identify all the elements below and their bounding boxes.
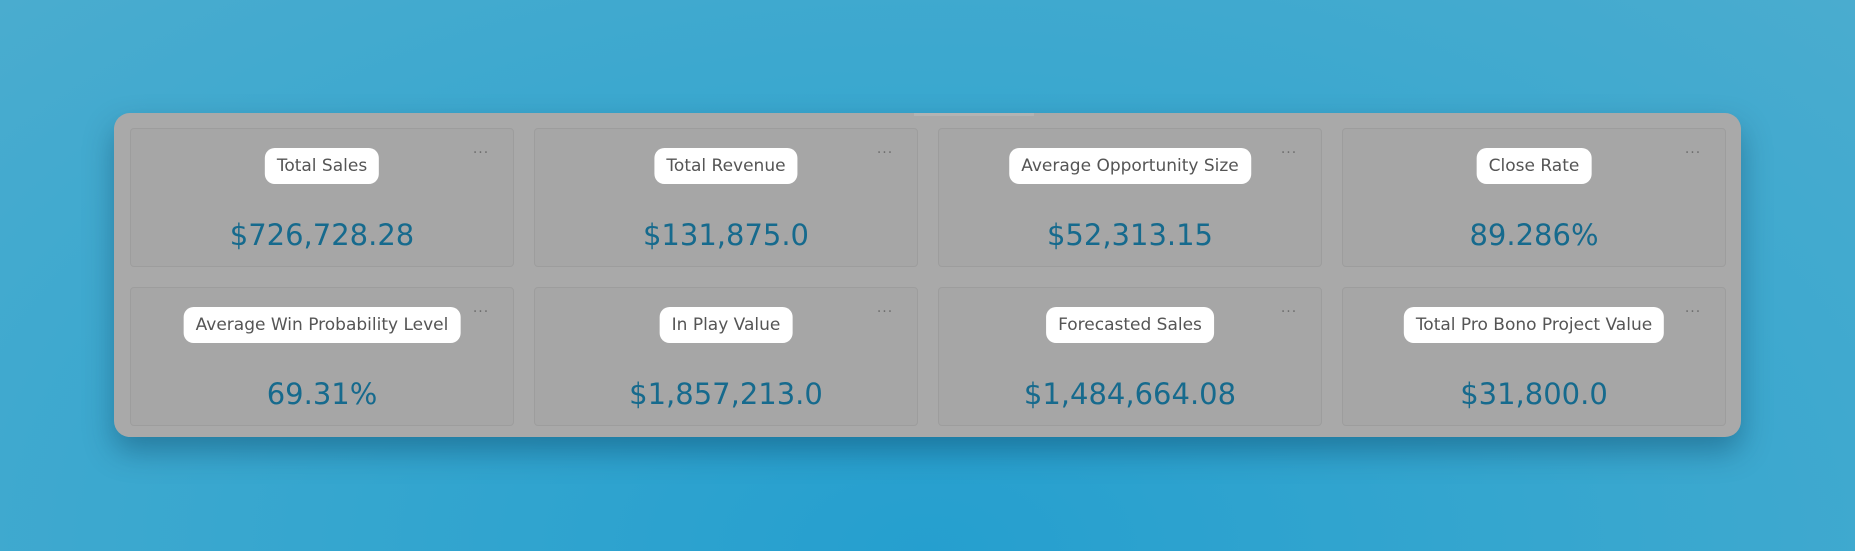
card-value: $726,728.28 — [229, 218, 415, 252]
card-title: Average Win Probability Level — [183, 307, 461, 343]
kpi-card-grid: Total Sales ··· $726,728.28 Total Revenu… — [130, 128, 1726, 426]
card-value: $1,484,664.08 — [1023, 377, 1237, 411]
kpi-card-average-win-probability[interactable]: Average Win Probability Level ··· 69.31% — [130, 287, 514, 426]
kpi-dashboard-panel: Total Sales ··· $726,728.28 Total Revenu… — [114, 113, 1741, 437]
panel-drag-handle[interactable] — [914, 113, 1034, 116]
kpi-card-total-pro-bono-project-value[interactable]: Total Pro Bono Project Value ··· $31,800… — [1342, 287, 1726, 426]
card-value: $1,857,213.0 — [629, 377, 823, 411]
kpi-card-in-play-value[interactable]: In Play Value ··· $1,857,213.0 — [534, 287, 918, 426]
card-title: In Play Value — [659, 307, 793, 343]
more-horizontal-icon[interactable]: ··· — [876, 304, 894, 320]
card-value: $131,875.0 — [642, 218, 810, 252]
kpi-card-close-rate[interactable]: Close Rate ··· 89.286% — [1342, 128, 1726, 267]
kpi-card-average-opportunity-size[interactable]: Average Opportunity Size ··· $52,313.15 — [938, 128, 1322, 267]
more-horizontal-icon[interactable]: ··· — [472, 145, 490, 161]
card-value: 69.31% — [266, 377, 378, 411]
more-horizontal-icon[interactable]: ··· — [1280, 145, 1298, 161]
card-value: $52,313.15 — [1046, 218, 1214, 252]
more-horizontal-icon[interactable]: ··· — [1684, 304, 1702, 320]
card-title: Average Opportunity Size — [1009, 148, 1251, 184]
card-title: Close Rate — [1476, 148, 1592, 184]
card-title: Forecasted Sales — [1046, 307, 1214, 343]
more-horizontal-icon[interactable]: ··· — [1280, 304, 1298, 320]
card-title: Total Pro Bono Project Value — [1403, 307, 1665, 343]
kpi-card-total-sales[interactable]: Total Sales ··· $726,728.28 — [130, 128, 514, 267]
kpi-card-total-revenue[interactable]: Total Revenue ··· $131,875.0 — [534, 128, 918, 267]
card-value: 89.286% — [1469, 218, 1599, 252]
more-horizontal-icon[interactable]: ··· — [876, 145, 894, 161]
card-value: $31,800.0 — [1460, 377, 1608, 411]
card-title: Total Sales — [264, 148, 380, 184]
kpi-card-forecasted-sales[interactable]: Forecasted Sales ··· $1,484,664.08 — [938, 287, 1322, 426]
card-title: Total Revenue — [654, 148, 798, 184]
more-horizontal-icon[interactable]: ··· — [1684, 145, 1702, 161]
more-horizontal-icon[interactable]: ··· — [472, 304, 490, 320]
